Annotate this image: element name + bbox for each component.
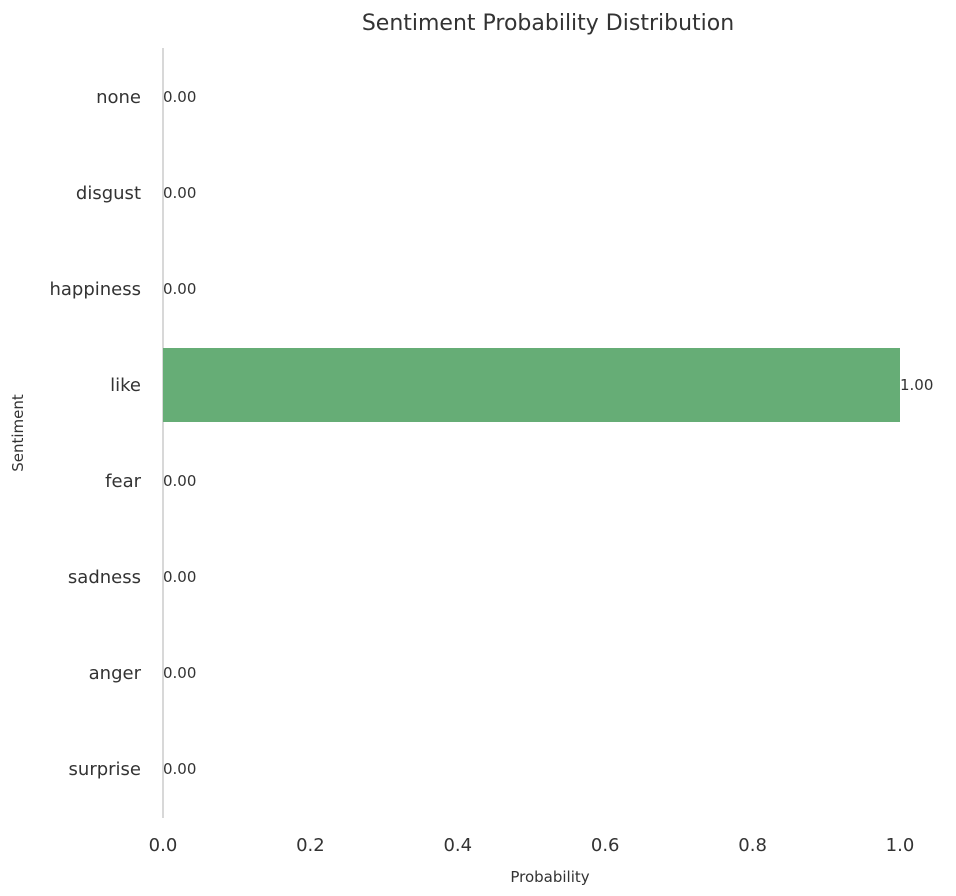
y-axis-label: Sentiment — [9, 394, 27, 472]
chart-title: Sentiment Probability Distribution — [362, 11, 734, 36]
data-labels: 0.00 0.00 0.00 1.00 0.00 0.00 0.00 0.00 — [163, 88, 933, 778]
y-tick-labels: none disgust happiness like fear sadness anger… — [49, 87, 141, 780]
x-tick-labels: 0.0 0.2 0.4 0.6 0.8 1.0 — [149, 835, 915, 856]
data-label-fear: 0.00 — [163, 472, 196, 490]
y-tick-label-sadness: sadness — [68, 567, 141, 588]
y-tick-label-surprise: surprise — [69, 759, 141, 780]
y-tick-label-fear: fear — [105, 471, 141, 492]
x-tick-label: 0.0 — [149, 835, 178, 856]
bars — [163, 348, 900, 422]
x-tick-label: 1.0 — [886, 835, 915, 856]
data-label-surprise: 0.00 — [163, 760, 196, 778]
y-tick-label-like: like — [110, 375, 141, 396]
y-tick-label-anger: anger — [89, 663, 142, 684]
data-label-sadness: 0.00 — [163, 568, 196, 586]
x-axis-label: Probability — [510, 868, 589, 886]
y-tick-label-happiness: happiness — [49, 279, 141, 300]
data-label-anger: 0.00 — [163, 664, 196, 682]
data-label-none: 0.00 — [163, 88, 196, 106]
x-tick-label: 0.8 — [738, 835, 767, 856]
y-tick-label-none: none — [96, 87, 141, 108]
y-tick-label-disgust: disgust — [76, 183, 141, 204]
data-label-like: 1.00 — [900, 376, 933, 394]
data-label-disgust: 0.00 — [163, 184, 196, 202]
data-label-happiness: 0.00 — [163, 280, 196, 298]
x-tick-label: 0.2 — [296, 835, 325, 856]
x-tick-label: 0.4 — [443, 835, 472, 856]
bar-like — [163, 348, 900, 422]
x-tick-label: 0.6 — [591, 835, 620, 856]
